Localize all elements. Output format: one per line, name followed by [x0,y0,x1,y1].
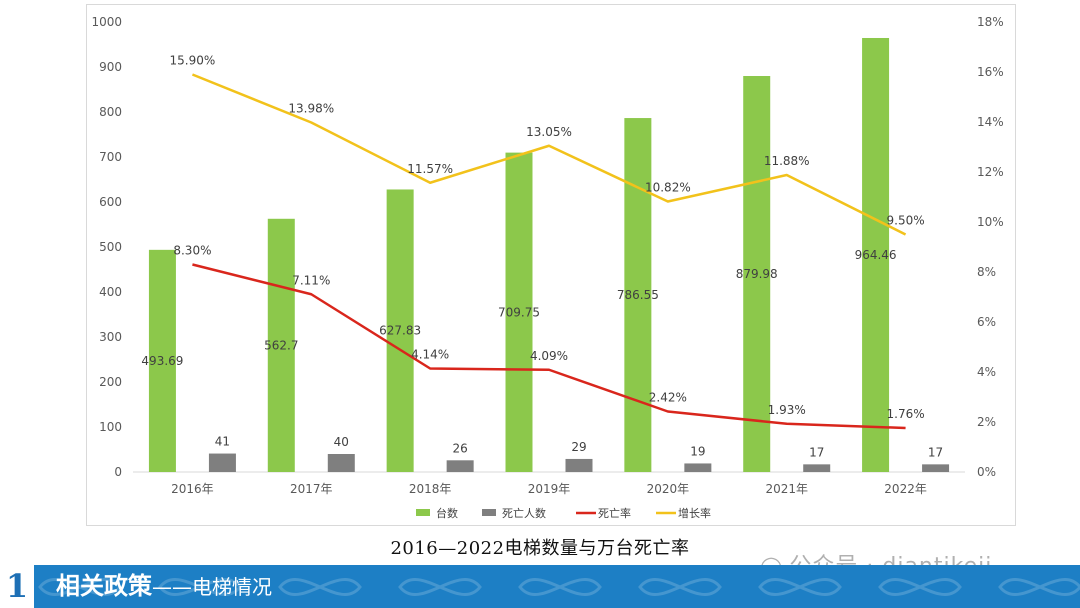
bar-label-elevator-count: 627.83 [379,324,421,338]
bar-elevator-count [267,218,295,472]
point-label-growth-rate: 15.90% [170,54,216,68]
y-left-tick-label: 900 [99,60,122,74]
footer-bar: 1 相关政策——电梯情况 [0,565,1080,608]
bar-elevator-count [386,189,414,472]
x-tick-label: 2020年 [647,482,690,496]
bar-label-deaths: 17 [809,445,824,459]
x-tick-label: 2017年 [290,482,333,496]
bar-deaths [684,463,712,472]
bar-elevator-count [148,249,176,472]
point-label-growth-rate: 13.05% [526,125,572,139]
bar-label-elevator-count: 493.69 [141,354,183,368]
y-left-tick-label: 700 [99,150,122,164]
bar-deaths [565,458,593,472]
y-left-tick-label: 100 [99,420,122,434]
bar-deaths [208,453,236,472]
bar-label-deaths: 40 [334,435,349,449]
point-label-death-rate: 1.76% [887,407,925,421]
y-right-tick-label: 2% [977,415,996,429]
legend-swatch [482,509,496,516]
y-right-tick-label: 0% [977,465,996,479]
bar-label-deaths: 17 [928,445,943,459]
y-right-tick-label: 8% [977,265,996,279]
x-tick-label: 2021年 [765,482,808,496]
footer-pattern [38,578,1080,596]
point-label-death-rate: 7.11% [292,273,330,287]
x-tick-label: 2019年 [528,482,571,496]
bar-deaths [446,460,474,472]
y-right-tick-label: 4% [977,365,996,379]
line-death-rate [192,263,906,430]
point-label-death-rate: 4.09% [530,349,568,363]
bar-label-deaths: 41 [215,435,230,449]
x-tick-label: 2022年 [884,482,927,496]
bar-elevator-count [624,118,652,473]
bar-deaths [922,464,950,472]
y-left-tick-label: 400 [99,285,122,299]
bar-elevator-count [743,76,771,472]
line-growth-rate [191,73,907,236]
point-label-growth-rate: 9.50% [887,214,925,228]
bar-deaths [803,464,831,472]
bar-label-elevator-count: 879.98 [736,267,778,281]
bar-label-elevator-count: 709.75 [498,305,540,319]
x-tick-label: 2018年 [409,482,452,496]
y-right-tick-label: 16% [977,65,1004,79]
y-right-tick-label: 10% [977,215,1004,229]
point-label-death-rate: 8.30% [173,244,211,258]
section-number: 1 [0,565,34,608]
chart-frame [86,4,1016,526]
bar-deaths [327,454,355,472]
bar-label-elevator-count: 562.7 [264,338,298,352]
y-right-tick-label: 18% [977,15,1004,29]
x-tick-label: 2016年 [171,482,214,496]
y-left-tick-label: 500 [99,240,122,254]
point-label-growth-rate: 11.57% [407,162,453,176]
legend-swatch [416,509,430,516]
bar-label-elevator-count: 786.55 [617,288,659,302]
legend-label: 增长率 [678,506,711,520]
y-left-tick-label: 300 [99,330,122,344]
y-left-tick-label: 0 [114,465,122,479]
point-label-growth-rate: 10.82% [645,181,691,195]
y-left-tick-label: 800 [99,105,122,119]
section-title: 相关政策——电梯情况 [56,565,272,608]
bar-label-elevator-count: 964.46 [855,248,897,262]
section-title-sub: ——电梯情况 [152,575,272,599]
y-left-tick-label: 200 [99,375,122,389]
point-label-death-rate: 4.14% [411,348,449,362]
y-right-tick-label: 14% [977,115,1004,129]
y-right-tick-label: 6% [977,315,996,329]
legend-label: 台数 [436,506,458,520]
point-label-death-rate: 1.93% [768,403,806,417]
point-label-growth-rate: 13.98% [288,102,334,116]
bar-elevator-count [505,152,533,473]
section-title-main: 相关政策 [56,572,152,600]
y-right-tick-label: 12% [977,165,1004,179]
point-label-growth-rate: 11.88% [764,154,810,168]
legend-label: 死亡率 [598,506,631,520]
bar-label-deaths: 29 [571,440,586,454]
bar-elevator-count [862,37,890,472]
y-left-tick-label: 1000 [91,15,122,29]
chart-caption: 2016—2022电梯数量与万台死亡率 [390,538,690,559]
y-left-tick-label: 600 [99,195,122,209]
chart: 0 100 200 300 400 500 600 700 800 900 1000 0% 2% 4% 6%… [91,15,1004,520]
point-label-death-rate: 2.42% [649,391,687,405]
bar-label-deaths: 26 [453,441,468,455]
bar-label-deaths: 19 [690,444,705,458]
legend-label: 死亡人数 [502,506,546,520]
